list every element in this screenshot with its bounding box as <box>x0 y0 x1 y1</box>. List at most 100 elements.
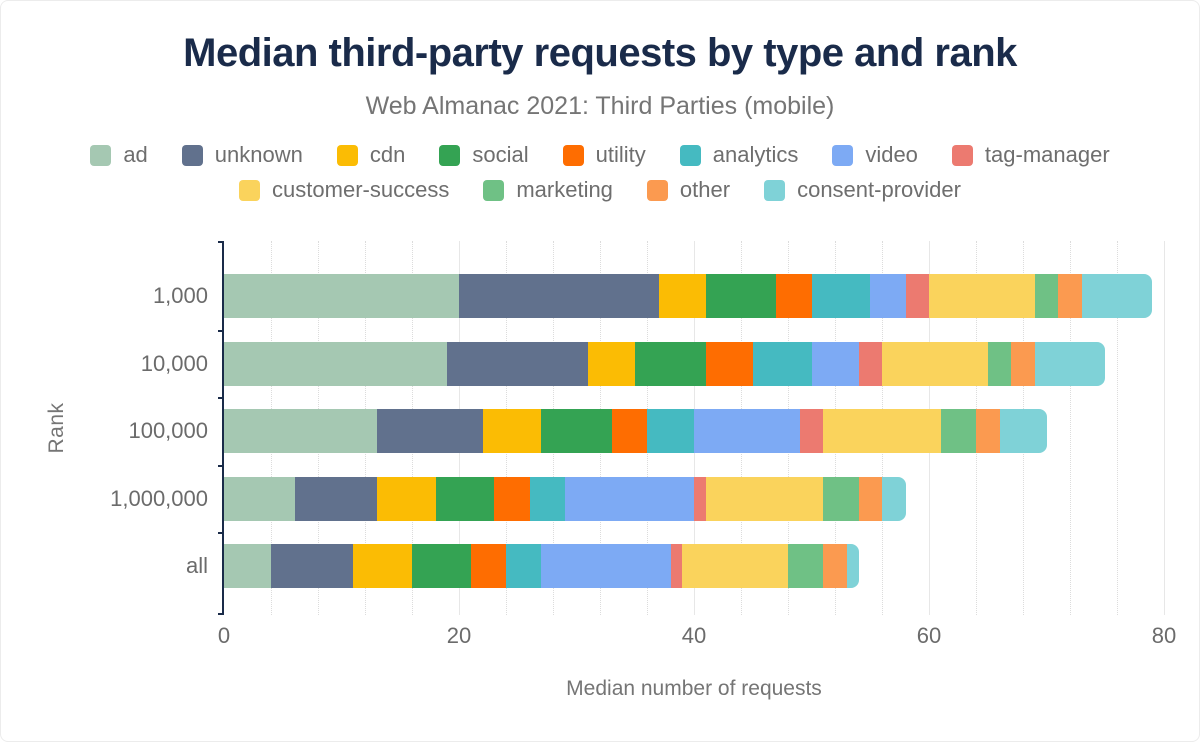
bar-segment-utility[interactable] <box>776 274 812 318</box>
bar-segment-other[interactable] <box>976 409 1000 453</box>
bar-segment-tag-manager[interactable] <box>670 544 683 588</box>
bar-segment-ad[interactable] <box>224 544 271 588</box>
bar-segment-customer-success[interactable] <box>882 341 988 386</box>
bar-segment-ad[interactable] <box>224 341 448 386</box>
bar-segment-video[interactable] <box>541 544 671 588</box>
bar-segment-marketing[interactable] <box>1034 274 1059 318</box>
y-axis-tick-0 <box>218 241 223 243</box>
bar-segment-cdn[interactable] <box>376 476 436 521</box>
bar-segment-marketing[interactable] <box>788 544 824 588</box>
bar-segment-marketing[interactable] <box>940 409 976 453</box>
plot-area <box>218 241 1165 615</box>
x-tick-label-20: 20 <box>446 623 472 648</box>
bar-segment-customer-success[interactable] <box>929 274 1035 318</box>
bar-segment-tag-manager[interactable] <box>694 476 706 521</box>
bar-segment-consent-provider[interactable] <box>882 476 906 521</box>
bar-segment-ad[interactable] <box>224 476 295 521</box>
legend-item-ad: ad <box>90 142 148 168</box>
minor-gridline-76 <box>1117 241 1118 615</box>
bar-segment-marketing[interactable] <box>987 341 1012 386</box>
x-axis-title: Median number of requests <box>566 677 822 700</box>
x-tick-label-80: 80 <box>1151 623 1177 648</box>
bar-rank-10,000 <box>224 341 1106 386</box>
legend-item-utility: utility <box>562 142 646 168</box>
legend-label-consent-provider: consent-provider <box>797 177 961 202</box>
bar-segment-consent-provider[interactable] <box>846 544 859 588</box>
legend-swatch-consent-provider <box>764 179 786 201</box>
bar-segment-other[interactable] <box>823 544 847 588</box>
legend-item-social: social <box>439 142 529 168</box>
y-tick-label-100,000: 100,000 <box>128 418 208 443</box>
bar-segment-social[interactable] <box>541 409 612 453</box>
legend-swatch-tag-manager <box>951 144 973 166</box>
bar-segment-ad[interactable] <box>224 409 377 453</box>
legend-label-social: social <box>472 142 529 167</box>
bar-segment-unknown[interactable] <box>294 476 377 521</box>
bar-rank-all <box>224 544 859 588</box>
bar-segment-unknown[interactable] <box>376 409 483 453</box>
legend-item-consent-provider: consent-provider <box>764 177 961 203</box>
minor-gridline-72 <box>1070 241 1071 615</box>
bar-segment-other[interactable] <box>858 476 882 521</box>
x-tick-label-60: 60 <box>916 623 942 648</box>
y-tick-label-all: all <box>185 553 208 578</box>
bar-segment-ad[interactable] <box>224 274 459 318</box>
bar-segment-video[interactable] <box>811 341 859 386</box>
bar-segment-analytics[interactable] <box>529 476 565 521</box>
bar-segment-customer-success[interactable] <box>682 544 788 588</box>
bar-segment-video[interactable] <box>564 476 694 521</box>
bar-segment-analytics[interactable] <box>752 341 812 386</box>
bar-segment-tag-manager[interactable] <box>858 341 882 386</box>
legend-row-1: ad unknown cdn social utility analytics video t… <box>90 142 1110 168</box>
bar-segment-other[interactable] <box>1058 274 1082 318</box>
bar-segment-video[interactable] <box>694 409 800 453</box>
bar-segment-utility[interactable] <box>705 341 753 386</box>
legend-label-video: video <box>865 142 918 167</box>
bar-segment-social[interactable] <box>412 544 471 588</box>
bar-segment-other[interactable] <box>1011 341 1035 386</box>
legend-swatch-other <box>646 179 668 201</box>
bar-segment-unknown[interactable] <box>271 544 354 588</box>
bar-segment-utility[interactable] <box>611 409 647 453</box>
x-tick-label-0: 0 <box>217 623 231 648</box>
y-axis-line <box>222 241 224 615</box>
bar-segment-tag-manager[interactable] <box>905 274 929 318</box>
bar-segment-social[interactable] <box>435 476 495 521</box>
bar-segment-unknown[interactable] <box>447 341 589 386</box>
bar-rank-1,000 <box>224 274 1153 318</box>
y-axis-tick-1 <box>218 329 223 332</box>
bar-segment-customer-success[interactable] <box>705 476 824 521</box>
y-axis-tick-3 <box>218 464 223 467</box>
bar-segment-cdn[interactable] <box>588 341 636 386</box>
bar-segment-consent-provider[interactable] <box>1081 274 1153 318</box>
bar-segment-customer-success[interactable] <box>823 409 941 453</box>
bar-segment-consent-provider[interactable] <box>999 409 1047 453</box>
bar-segment-analytics[interactable] <box>506 544 542 588</box>
bar-segment-utility[interactable] <box>494 476 530 521</box>
legend-item-tag-manager: tag-manager <box>951 142 1110 168</box>
legend-label-tag-manager: tag-manager <box>984 142 1110 167</box>
bar-segment-video[interactable] <box>870 274 906 318</box>
bar-rank-100,000 <box>224 409 1047 453</box>
bar-segment-analytics[interactable] <box>647 409 694 453</box>
x-tick-label-40: 40 <box>681 623 707 648</box>
bar-segment-cdn[interactable] <box>658 274 706 318</box>
bar-segment-cdn[interactable] <box>353 544 412 588</box>
legend-swatch-customer-success <box>239 179 261 201</box>
bar-segment-social[interactable] <box>635 341 706 386</box>
bar-segment-cdn[interactable] <box>482 409 542 453</box>
bar-segment-analytics[interactable] <box>811 274 871 318</box>
bar-segment-consent-provider[interactable] <box>1034 341 1106 386</box>
legend-label-other: other <box>679 177 731 202</box>
y-tick-label-1,000,000: 1,000,000 <box>110 485 208 511</box>
bar-segment-utility[interactable] <box>470 544 506 588</box>
legend-label-ad: ad <box>123 142 148 167</box>
bar-segment-social[interactable] <box>705 274 777 318</box>
y-axis-tick-5 <box>218 613 223 615</box>
bar-segment-tag-manager[interactable] <box>799 409 824 453</box>
bar-segment-unknown[interactable] <box>459 274 659 318</box>
chart-subtitle: Web Almanac 2021: Third Parties (mobile) <box>365 92 835 120</box>
bar-segment-marketing[interactable] <box>823 476 859 521</box>
legend-item-unknown: unknown <box>181 142 303 168</box>
legend-swatch-social <box>439 144 461 166</box>
